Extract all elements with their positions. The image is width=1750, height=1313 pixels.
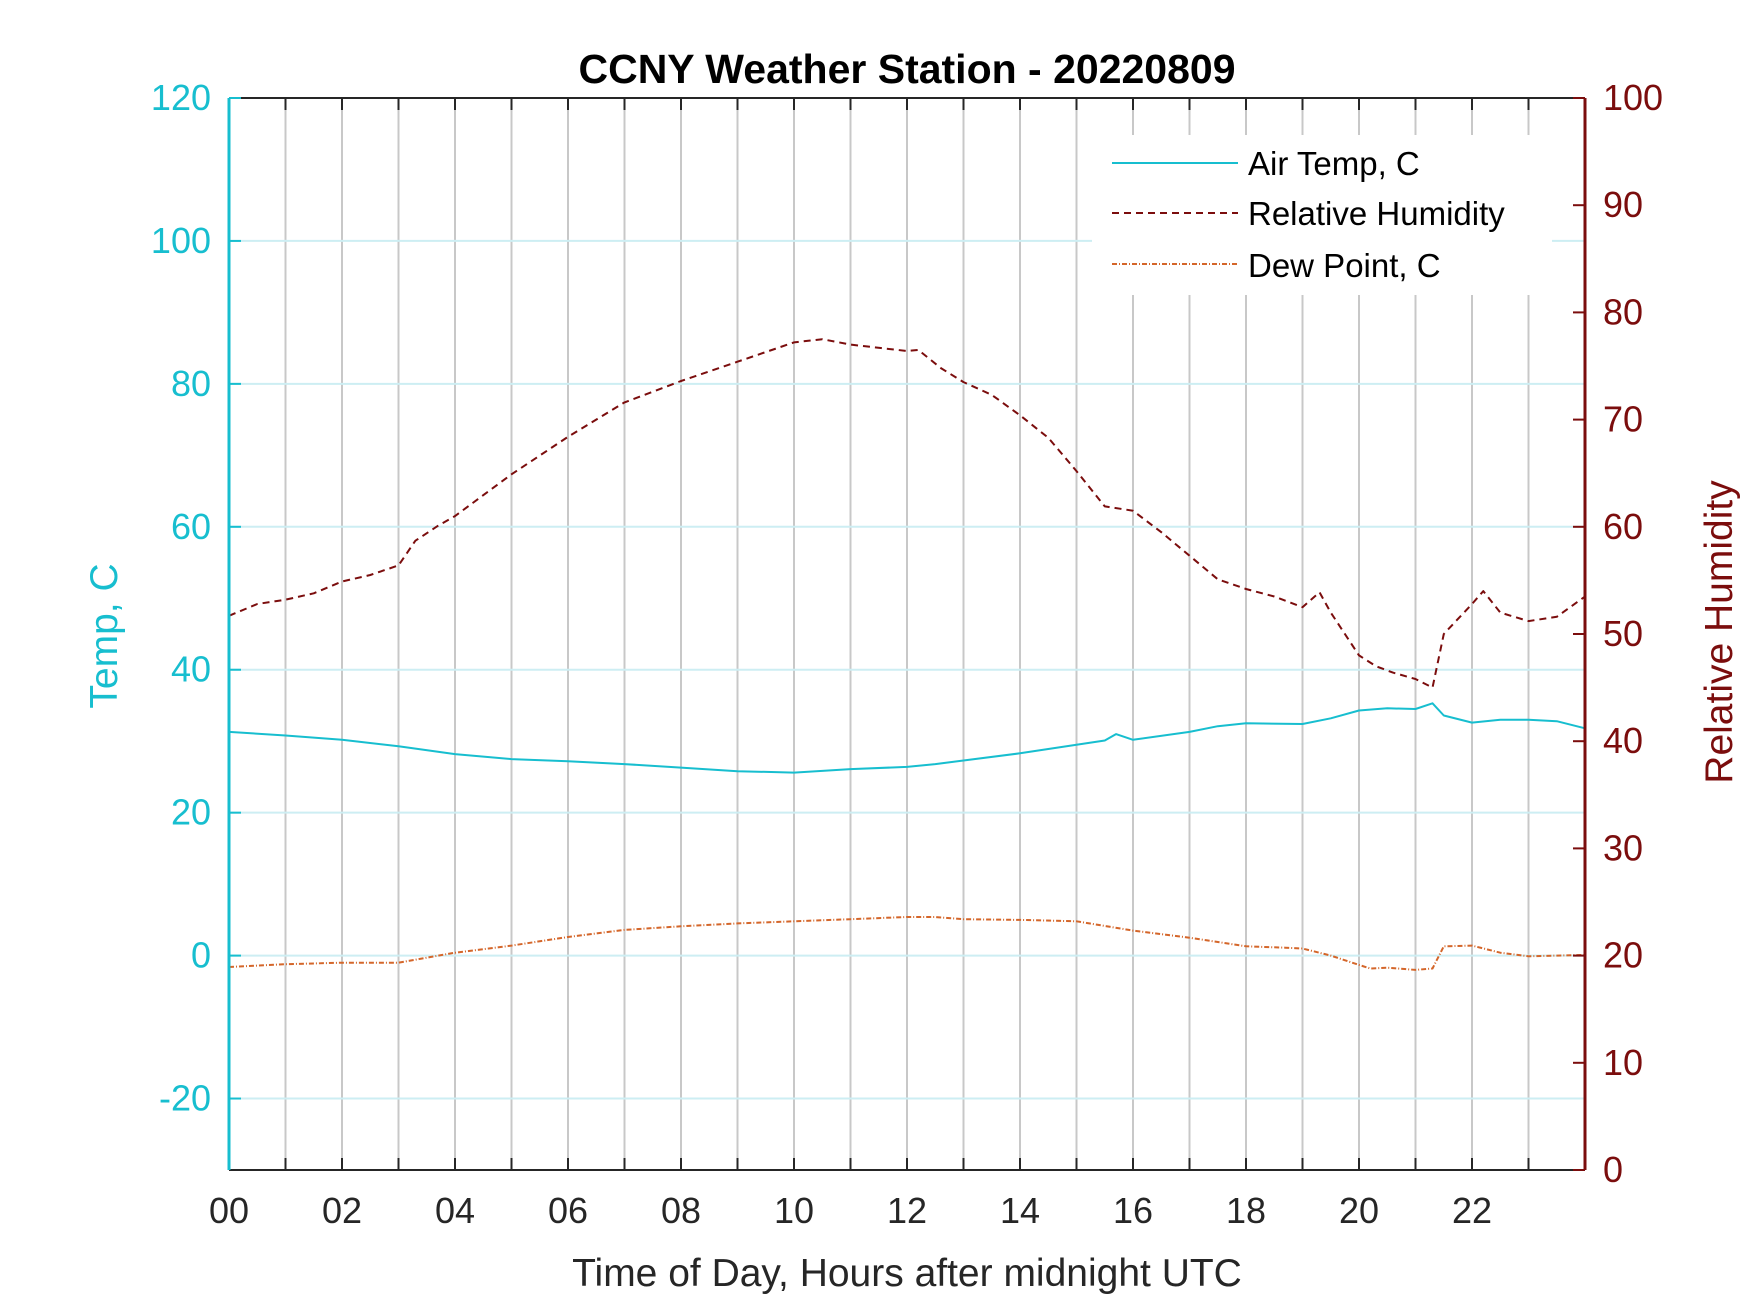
y-tick-label-right: 20 <box>1603 935 1643 976</box>
legend-label-dew-point: Dew Point, C <box>1248 247 1441 284</box>
x-tick-label: 04 <box>435 1190 475 1231</box>
grid <box>229 97 1585 1170</box>
y-tick-label-left: 100 <box>151 220 211 261</box>
y-tick-label-left: 40 <box>171 649 211 690</box>
y-tick-label-right: 50 <box>1603 613 1643 654</box>
series-line-relative-humidity <box>228 338 1586 689</box>
x-tick-label: 10 <box>774 1190 814 1231</box>
y-tick-label-left: 60 <box>171 506 211 547</box>
y-tick-label-left: 80 <box>171 363 211 404</box>
x-axis-label: Time of Day, Hours after midnight UTC <box>572 1252 1242 1295</box>
y-tick-label-right: 100 <box>1603 77 1663 118</box>
x-tick-label: 06 <box>548 1190 588 1231</box>
y-axis-right-label: Relative Humidity <box>1698 480 1741 784</box>
axes: 00 02 04 06 08 10 12 14 16 18 20 22-200204060801001… <box>151 77 1663 1231</box>
x-tick-label: 08 <box>661 1190 701 1231</box>
y-tick-label-right: 60 <box>1603 506 1643 547</box>
legend-background <box>1092 135 1552 295</box>
legend-label-relative-humidity: Relative Humidity <box>1248 195 1505 232</box>
series-line-dew-point-c <box>228 916 1586 971</box>
chart-title: CCNY Weather Station - 20220809 <box>578 46 1235 92</box>
y-axis-left-label: Temp, C <box>83 563 126 708</box>
x-tick-label: 12 <box>887 1190 927 1231</box>
y-tick-label-right: 80 <box>1603 291 1643 332</box>
x-tick-label: 20 <box>1339 1190 1379 1231</box>
x-tick-label: 16 <box>1113 1190 1153 1231</box>
x-tick-label: 14 <box>1000 1190 1040 1231</box>
y-tick-label-right: 30 <box>1603 827 1643 868</box>
series-line-air-temp-c <box>228 702 1586 774</box>
y-tick-label-right: 70 <box>1603 399 1643 440</box>
y-tick-label-left: 0 <box>191 935 211 976</box>
y-tick-label-right: 10 <box>1603 1042 1643 1083</box>
y-tick-label-left: -20 <box>159 1078 211 1119</box>
legend-label-air-temp: Air Temp, C <box>1248 145 1420 182</box>
series-layer <box>228 338 1586 971</box>
x-tick-label: 18 <box>1226 1190 1266 1231</box>
x-tick-label: 22 <box>1452 1190 1492 1231</box>
x-tick-label: 02 <box>322 1190 362 1231</box>
legend: Air Temp, C Relative Humidity Dew Point,… <box>1092 135 1552 295</box>
y-tick-label-right: 40 <box>1603 720 1643 761</box>
y-tick-label-left: 20 <box>171 792 211 833</box>
y-tick-label-left: 120 <box>151 77 211 118</box>
x-tick-label: 00 <box>209 1190 249 1231</box>
y-tick-label-right: 90 <box>1603 184 1643 225</box>
y-tick-label-right: 0 <box>1603 1149 1623 1190</box>
